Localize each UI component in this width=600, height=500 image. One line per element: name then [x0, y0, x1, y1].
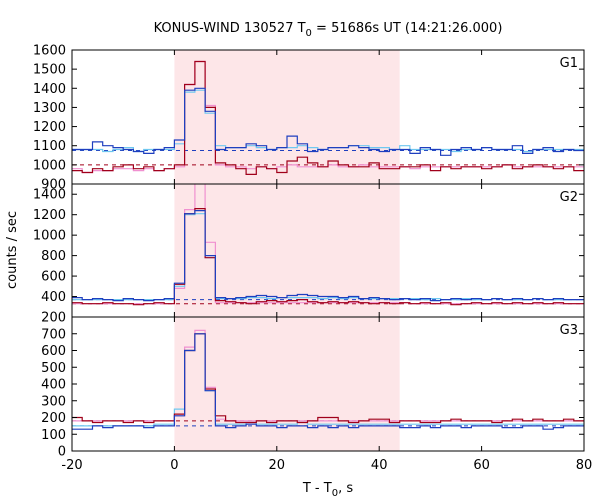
panel-g2-series-blue [72, 210, 584, 302]
panel-g1-ytick-label: 1600 [33, 44, 66, 59]
panel-g2-ytick-label: 800 [41, 249, 66, 264]
panel-g3-series-cyan [72, 333, 584, 427]
panel-g1-series-blue [72, 87, 584, 156]
y-axis-label: counts / sec [5, 211, 20, 289]
plot-area: 9001000110012001300140015001600G12004006… [33, 44, 592, 474]
panel-g3-ytick-label: 0 [58, 445, 66, 460]
panel-g1-label: G1 [560, 56, 578, 71]
panel-g1-ytick-label: 1300 [33, 101, 66, 116]
panel-g2: 200 400 600 800 1000 1200 1400 G2 [33, 183, 585, 326]
highlight-band [174, 50, 400, 451]
x-tick-label: 40 [371, 458, 388, 473]
panel-g1-ytick-label: 1400 [33, 82, 66, 97]
panel-g3-ytick-label: 500 [41, 361, 66, 376]
panel-g1-ytick-label: 1100 [33, 139, 66, 154]
x-tick-label: 20 [269, 458, 286, 473]
x-tick-label: 60 [473, 458, 490, 473]
panel-g1-series-red [72, 60, 584, 175]
panel-g3-ytick-label: 700 [41, 327, 66, 342]
panel-g2-ytick-label: 1200 [33, 208, 66, 223]
panel-g3-ytick-label: 400 [41, 378, 66, 393]
x-tick-label: -20 [61, 458, 82, 473]
panel-g1-ytick-label: 1200 [33, 120, 66, 135]
panel-g3-series-blue [72, 333, 584, 430]
panel-g3-series-red [72, 333, 584, 424]
panel-g2-ytick-label: 1400 [33, 188, 66, 203]
panel-g2-ytick-label: 400 [41, 290, 66, 305]
panel-g3-ytick-label: 600 [41, 344, 66, 359]
panel-g3-ytick-label: 300 [41, 394, 66, 409]
x-tick-label: 0 [170, 458, 178, 473]
panel-g1-ytick-label: 1000 [33, 158, 66, 173]
panel-g2-label: G2 [560, 190, 578, 205]
panel-g2-series-red [72, 208, 584, 306]
panel-g3-ytick-label: 100 [41, 428, 66, 443]
panel-g3-label: G3 [560, 323, 578, 338]
panel-g2-ytick-label: 1000 [33, 229, 66, 244]
panel-g1-ytick-label: 900 [41, 178, 66, 193]
x-tick-label: 80 [576, 458, 593, 473]
chart-title: KONUS-WIND 130527 T0 = 51686s UT (14:21:… [154, 21, 503, 39]
panel-g1-ytick-label: 1500 [33, 63, 66, 78]
panel-g1: 900 1000 1100 1200 1300 1400 1500 1600 G1 [33, 44, 585, 193]
panel-g2-ytick-label: 600 [41, 270, 66, 285]
x-axis-label: T - T0, s [302, 481, 353, 499]
panel-g3-ytick-label: 200 [41, 411, 66, 426]
panel-g2-ytick-label: 200 [41, 311, 66, 326]
